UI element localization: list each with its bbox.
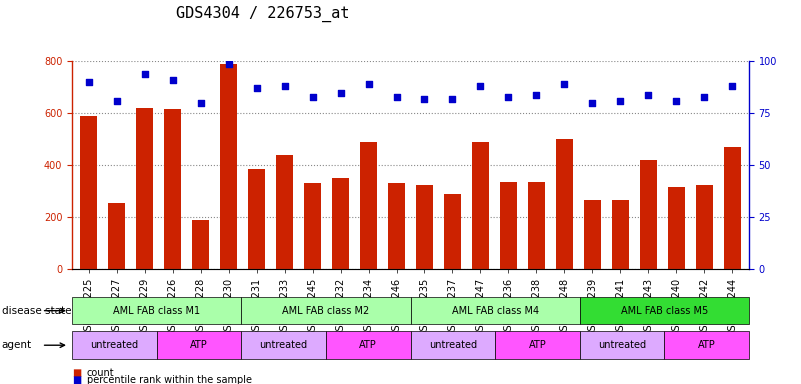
Bar xyxy=(248,169,265,269)
Point xyxy=(334,89,347,96)
Text: untreated: untreated xyxy=(598,340,646,350)
Bar xyxy=(276,155,293,269)
Text: AML FAB class M2: AML FAB class M2 xyxy=(282,306,369,316)
Point xyxy=(306,94,319,100)
Text: untreated: untreated xyxy=(260,340,308,350)
Text: agent: agent xyxy=(2,340,32,350)
Bar xyxy=(304,183,321,269)
Text: percentile rank within the sample: percentile rank within the sample xyxy=(87,375,252,384)
Point xyxy=(223,60,235,66)
Point xyxy=(698,94,710,100)
Point xyxy=(278,83,291,89)
Point xyxy=(474,83,487,89)
Point xyxy=(83,79,95,85)
Point xyxy=(390,94,403,100)
Text: ATP: ATP xyxy=(360,340,377,350)
Text: disease state: disease state xyxy=(2,306,71,316)
Text: ATP: ATP xyxy=(698,340,715,350)
Point xyxy=(362,81,375,87)
Text: ■: ■ xyxy=(72,368,82,378)
Bar xyxy=(360,142,377,269)
Point xyxy=(558,81,571,87)
Text: GDS4304 / 226753_at: GDS4304 / 226753_at xyxy=(176,6,349,22)
Bar xyxy=(444,194,461,269)
Bar xyxy=(220,64,237,269)
Text: count: count xyxy=(87,368,114,378)
Bar xyxy=(724,147,741,269)
Bar xyxy=(388,183,405,269)
Point xyxy=(167,77,179,83)
Point xyxy=(418,96,431,102)
Point xyxy=(446,96,459,102)
Bar xyxy=(500,182,517,269)
Text: AML FAB class M5: AML FAB class M5 xyxy=(621,306,708,316)
Bar xyxy=(136,108,153,269)
Point xyxy=(586,100,598,106)
Bar xyxy=(612,200,629,269)
Bar xyxy=(192,220,209,269)
Bar xyxy=(108,203,125,269)
Point xyxy=(670,98,682,104)
Point xyxy=(726,83,739,89)
Point xyxy=(195,100,207,106)
Bar xyxy=(332,178,349,269)
Bar xyxy=(80,116,97,269)
Bar xyxy=(584,200,601,269)
Text: ATP: ATP xyxy=(529,340,546,350)
Point xyxy=(530,91,543,98)
Text: untreated: untreated xyxy=(91,340,139,350)
Point xyxy=(111,98,123,104)
Bar xyxy=(472,142,489,269)
Point xyxy=(614,98,626,104)
Text: ATP: ATP xyxy=(190,340,208,350)
Text: ■: ■ xyxy=(72,375,82,384)
Point xyxy=(502,94,515,100)
Bar xyxy=(528,182,545,269)
Bar xyxy=(416,185,433,269)
Text: untreated: untreated xyxy=(429,340,477,350)
Point xyxy=(250,85,263,91)
Bar xyxy=(556,139,573,269)
Point xyxy=(642,91,654,98)
Bar xyxy=(668,187,685,269)
Bar xyxy=(164,109,181,269)
Point xyxy=(139,71,151,77)
Text: AML FAB class M4: AML FAB class M4 xyxy=(452,306,539,316)
Text: AML FAB class M1: AML FAB class M1 xyxy=(113,306,200,316)
Bar xyxy=(696,185,713,269)
Bar xyxy=(640,160,657,269)
